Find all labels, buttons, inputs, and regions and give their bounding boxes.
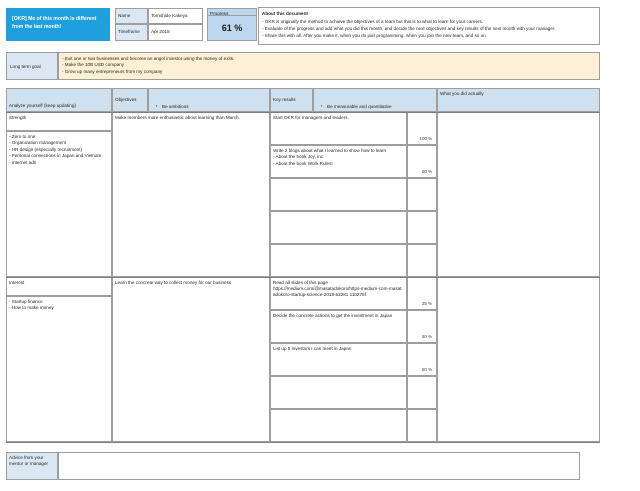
key-result-text[interactable] (270, 376, 407, 409)
analyze-title[interactable]: Strength (6, 112, 112, 131)
group-divider (6, 277, 600, 278)
long-term-goal-label: Long term goal (6, 52, 58, 80)
header-what-you-did: What you did actually (437, 88, 600, 112)
key-result-progress[interactable] (407, 178, 437, 211)
key-result-progress[interactable] (407, 244, 437, 277)
about-document-box: About this document - OKR is originally … (258, 7, 600, 45)
progress-label: Progress (207, 8, 257, 16)
key-result-text[interactable] (270, 244, 407, 277)
long-term-goal-box[interactable]: - Exit one or two businesses and become … (58, 52, 600, 80)
analyze-body[interactable]: - Startup finance - How to make money (6, 296, 112, 442)
goal-line-1: - Exit one or two businesses and become … (62, 55, 235, 61)
objective-text[interactable]: Learn the concrete way to collect money … (112, 277, 270, 442)
goal-line-3: - Grow up many entrepreneurs from my com… (62, 69, 163, 75)
analyze-body[interactable]: - Zero to one - Organization management … (6, 131, 112, 277)
key-result-progress[interactable]: 60 % (407, 343, 437, 376)
table-bottom-divider (6, 442, 600, 443)
advice-value[interactable] (58, 452, 580, 480)
key-result-text[interactable]: Start OKR for managers and leaders. (270, 112, 407, 145)
about-title: About this document (262, 11, 308, 16)
key-result-text[interactable]: Read all slides of this page https://med… (270, 277, 407, 310)
key-result-progress[interactable]: 50 % (407, 145, 437, 178)
header-analyze-yourself: Analyze yourself (keep updating) (6, 88, 112, 112)
document-title-banner: [OKR] Me of this month is different from… (6, 8, 110, 41)
header-key-results: Key results (270, 88, 313, 112)
header-key-results-criteria: Be measurable and quantitative Be diffic… (313, 88, 437, 112)
about-line-3: - Share this with all. After you make it… (262, 32, 487, 38)
key-result-progress[interactable]: 25 % (407, 277, 437, 310)
header-objectives-criteria: Be ambitious Be quantitative What you ca… (148, 88, 270, 112)
key-result-progress[interactable] (407, 211, 437, 244)
objective-text[interactable]: Make members more enthusiastic about lea… (112, 112, 270, 277)
key-result-text[interactable]: Decide the concrete actions to get the i… (270, 310, 407, 343)
what-you-did-actually[interactable] (437, 277, 600, 442)
key-result-progress[interactable]: 50 % (407, 310, 437, 343)
timeframe-value[interactable]: Apr 2018 (148, 24, 203, 41)
name-label: Name (115, 8, 148, 24)
name-value[interactable]: Tomohide Kakeya (148, 8, 203, 24)
about-line-2: - Evaluate of the progress and add what … (262, 25, 556, 31)
key-result-progress[interactable] (407, 409, 437, 442)
key-result-progress[interactable]: 100 % (407, 112, 437, 145)
header-group-divider (6, 112, 600, 113)
goal-line-2: - Make the 10B USD company (62, 62, 125, 68)
timeframe-label: Timeframe (115, 24, 148, 41)
key-result-text[interactable] (270, 211, 407, 244)
key-result-text[interactable]: List up 5 investors I can meet in Japan (270, 343, 407, 376)
key-result-progress[interactable] (407, 376, 437, 409)
header-objectives: Objectives (112, 88, 148, 112)
what-you-did-actually[interactable] (437, 112, 600, 277)
key-result-text[interactable] (270, 409, 407, 442)
key-result-criterion: Be measurable and quantitative (321, 103, 434, 110)
analyze-title[interactable]: Interest (6, 277, 112, 296)
key-result-text[interactable] (270, 178, 407, 211)
advice-label: Advice from your mentor or manager (6, 452, 58, 480)
key-result-text[interactable]: Write 2 blogs about what I learned to sh… (270, 145, 407, 178)
progress-value: 61 % (207, 16, 257, 41)
objective-criterion: Be ambitious (156, 103, 267, 110)
about-line-1: - OKR is originally the method to achiev… (262, 18, 484, 24)
